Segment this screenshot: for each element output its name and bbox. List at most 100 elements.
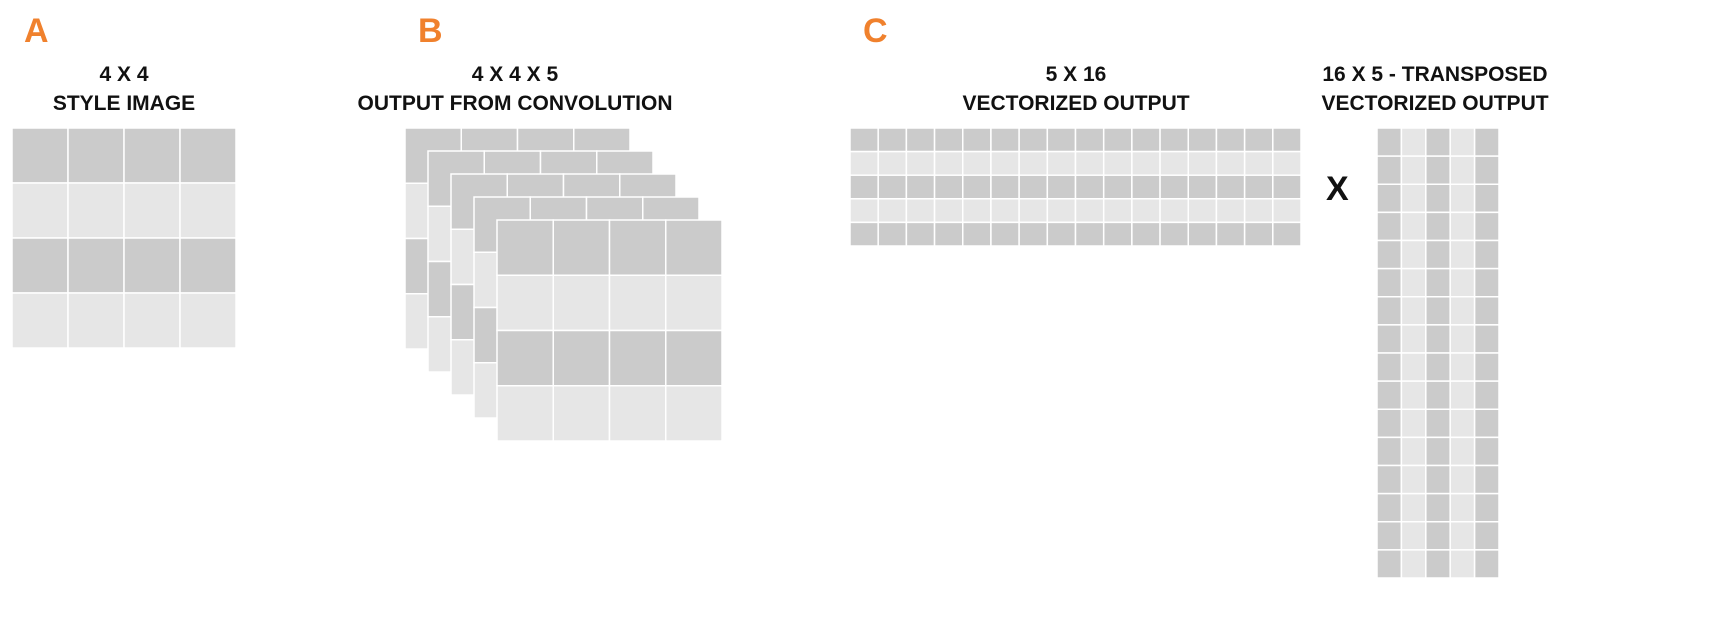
- vectorized-output-matrix-cell: [1018, 221, 1049, 247]
- vectorized-output-matrix-cell: [1215, 127, 1246, 153]
- vectorized-output-matrix-cell: [1074, 221, 1105, 247]
- convolution-output-layer-5-cell: [552, 329, 611, 387]
- vectorized-output-matrix-cell: [1187, 127, 1218, 153]
- transposed-vectorized-output-matrix-cell: [1400, 380, 1427, 411]
- vectorized-output-matrix-cell: [1102, 150, 1133, 176]
- transposed-vectorized-output-matrix-cell: [1425, 408, 1451, 439]
- convolution-output-layer-5-cell: [608, 385, 667, 442]
- vectorized-output-matrix: [849, 127, 1302, 247]
- vectorized-output-matrix-cell: [1187, 198, 1218, 224]
- convolution-output-layer-5-cell: [496, 385, 554, 442]
- vectorized-output-matrix-cell: [1243, 150, 1274, 176]
- transposed-vectorized-output-matrix-cell: [1449, 352, 1476, 382]
- vectorized-output-matrix-cell: [905, 174, 936, 200]
- convolution-output-layer-5-cell: [552, 385, 611, 442]
- vectorized-output-matrix-cell: [849, 174, 879, 200]
- vectorized-output-matrix-cell: [962, 174, 992, 200]
- style-image-grid-cell: [11, 292, 69, 349]
- transposed-vectorized-output-matrix-cell: [1473, 155, 1500, 186]
- convolution-output-layer-5: [496, 219, 723, 442]
- vectorized-output-matrix-cell: [962, 198, 992, 224]
- transposed-vectorized-output-matrix-cell: [1400, 267, 1427, 298]
- vectorized-output-matrix-cell: [1074, 127, 1105, 153]
- transposed-vectorized-output-matrix-cell: [1449, 183, 1476, 214]
- vectorized-output-matrix-cell: [1046, 150, 1077, 176]
- transposed-vectorized-output-matrix-cell: [1449, 464, 1476, 495]
- transposed-vectorized-output-matrix-cell: [1376, 324, 1403, 354]
- vectorized-output-matrix-cell: [905, 127, 936, 153]
- vectorized-output-matrix-cell: [1046, 221, 1077, 247]
- vectorized-output-matrix-cell: [877, 150, 908, 176]
- vectorized-output-matrix-cell: [1018, 198, 1049, 224]
- vectorized-output-matrix-cell: [1018, 150, 1049, 176]
- vectorized-output-matrix-cell: [962, 150, 992, 176]
- transposed-vectorized-output-matrix-cell: [1376, 183, 1403, 214]
- transposed-vectorized-output-matrix-cell: [1449, 549, 1476, 579]
- transposed-vectorized-output-matrix-cell: [1425, 211, 1451, 242]
- vectorized-output-matrix-cell: [1215, 221, 1246, 247]
- style-image-grid-cell: [179, 182, 237, 239]
- style-image-grid-cell: [67, 127, 125, 184]
- convolution-output-layer-5-cell: [665, 329, 723, 387]
- transposed-vectorized-output-matrix-cell: [1473, 464, 1500, 495]
- convolution-output-layer-5-cell: [496, 274, 554, 332]
- transposed-vectorized-output-matrix-cell: [1449, 211, 1476, 242]
- transposed-vectorized-output-matrix-cell: [1425, 436, 1451, 467]
- transposed-vectorized-output-matrix-cell: [1449, 380, 1476, 411]
- style-image-grid-cell: [179, 237, 237, 294]
- transposed-vectorized-output-matrix-cell: [1400, 436, 1427, 467]
- vectorized-output-matrix-cell: [933, 198, 964, 224]
- panel-c-right-title: 16 X 5 - TRANSPOSED VECTORIZED OUTPUT: [1300, 60, 1570, 118]
- vectorized-output-matrix-cell: [905, 150, 936, 176]
- transposed-vectorized-output-matrix-cell: [1400, 155, 1427, 186]
- vectorized-output-matrix-cell: [905, 198, 936, 224]
- transposed-vectorized-output-matrix-cell: [1449, 408, 1476, 439]
- transposed-vectorized-output-matrix-cell: [1449, 127, 1476, 157]
- panel-c-left-title-label: VECTORIZED OUTPUT: [962, 92, 1190, 115]
- transposed-vectorized-output-matrix-cell: [1473, 436, 1500, 467]
- convolution-output-layer-5-cell: [665, 274, 723, 332]
- vectorized-output-matrix-cell: [1018, 127, 1049, 153]
- convolution-output-layer-5-cell: [496, 219, 554, 276]
- panel-b-title: 4 X 4 X 5 OUTPUT FROM CONVOLUTION: [340, 60, 690, 118]
- transposed-vectorized-output-matrix-cell: [1376, 239, 1403, 270]
- vectorized-output-matrix-cell: [877, 174, 908, 200]
- vectorized-output-matrix-cell: [1243, 221, 1274, 247]
- vectorized-output-matrix-cell: [849, 221, 879, 247]
- vectorized-output-matrix-cell: [1159, 127, 1190, 153]
- vectorized-output-matrix-cell: [1215, 198, 1246, 224]
- vectorized-output-matrix-cell: [1159, 221, 1190, 247]
- panel-letter-b: B: [418, 12, 443, 50]
- vectorized-output-matrix-cell: [1046, 174, 1077, 200]
- panel-b-title-label: OUTPUT FROM CONVOLUTION: [357, 92, 673, 115]
- transposed-vectorized-output-matrix-cell: [1400, 239, 1427, 270]
- transposed-vectorized-output-matrix-cell: [1473, 521, 1500, 551]
- vectorized-output-matrix-cell: [1243, 174, 1274, 200]
- style-image-grid-cell: [67, 237, 125, 294]
- convolution-output-layer-5-cell: [665, 219, 723, 276]
- transposed-vectorized-output-matrix-cell: [1400, 183, 1427, 214]
- transposed-vectorized-output-matrix-cell: [1376, 296, 1403, 326]
- vectorized-output-matrix-cell: [1074, 174, 1105, 200]
- style-image-grid-cell: [11, 237, 69, 294]
- transposed-vectorized-output-matrix-cell: [1473, 296, 1500, 326]
- transposed-vectorized-output-matrix-cell: [1376, 464, 1403, 495]
- vectorized-output-matrix-cell: [1131, 150, 1161, 176]
- vectorized-output-matrix-cell: [990, 174, 1020, 200]
- style-image-grid-cell: [179, 292, 237, 349]
- panel-c-right-title-label: VECTORIZED OUTPUT: [1321, 92, 1549, 115]
- transposed-vectorized-output-matrix-cell: [1449, 324, 1476, 354]
- transposed-vectorized-output-matrix-cell: [1473, 127, 1500, 157]
- convolution-output-layer-5-cell: [608, 274, 667, 332]
- panel-letter-c: C: [863, 12, 888, 50]
- transposed-vectorized-output-matrix-cell: [1473, 352, 1500, 382]
- style-image-grid-cell: [67, 182, 125, 239]
- transposed-vectorized-output-matrix-cell: [1400, 127, 1427, 157]
- transposed-vectorized-output-matrix-cell: [1376, 352, 1403, 382]
- style-image-grid-cell: [67, 292, 125, 349]
- style-image-grid-cell: [123, 182, 181, 239]
- vectorized-output-matrix-cell: [1018, 174, 1049, 200]
- style-image-grid-cell: [123, 292, 181, 349]
- vectorized-output-matrix-cell: [1159, 174, 1190, 200]
- vectorized-output-matrix-cell: [1131, 221, 1161, 247]
